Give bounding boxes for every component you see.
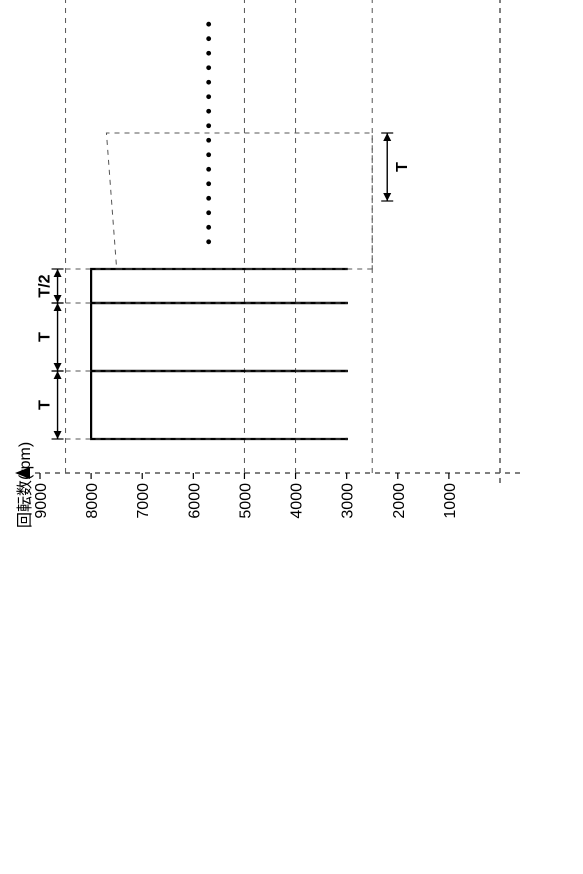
svg-text:9000: 9000 [33, 483, 50, 519]
svg-text:T: T [37, 400, 54, 410]
svg-text:6000: 6000 [186, 483, 203, 519]
svg-text:5000: 5000 [237, 483, 254, 519]
svg-text:4000: 4000 [289, 483, 306, 519]
svg-text:T/2: T/2 [37, 274, 54, 297]
svg-text:2000: 2000 [391, 483, 408, 519]
svg-text:回転数(rpm): 回転数(rpm) [16, 442, 34, 528]
svg-text:T: T [37, 332, 54, 342]
svg-text:1000: 1000 [442, 483, 459, 519]
svg-text:7000: 7000 [135, 483, 152, 519]
rpm-time-chart: 1000 2000 3000 4000 5000 6000 7000 8000 9000回転数(… [0, 0, 583, 583]
svg-text:8000: 8000 [84, 483, 101, 519]
svg-text:3000: 3000 [340, 483, 357, 519]
svg-text:T: T [394, 162, 411, 172]
